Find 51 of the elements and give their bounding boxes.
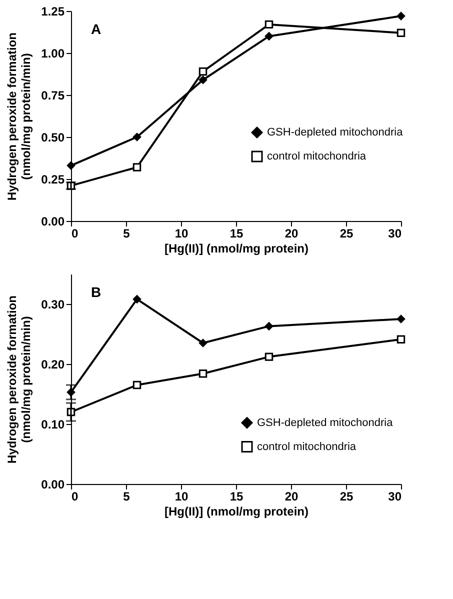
y-tick-label: 0.25 <box>41 172 65 186</box>
point <box>396 28 406 37</box>
point <box>396 314 406 324</box>
point <box>396 12 406 20</box>
y-tick-label: 0.30 <box>41 298 65 312</box>
x-tick-label: 30 <box>388 226 402 240</box>
x-tick-label: 15 <box>230 490 244 504</box>
x-tick-label: 0 <box>72 490 78 504</box>
legend-label: control mitochondria <box>257 440 357 453</box>
point <box>132 132 142 142</box>
point <box>198 338 208 348</box>
point <box>396 335 406 344</box>
x-tick-label: 5 <box>123 490 130 504</box>
y-tick-label: 0.10 <box>41 418 65 432</box>
x-tick-label: 25 <box>340 226 354 240</box>
x-tick-label: 10 <box>174 226 188 240</box>
x-tick-label: 15 <box>230 226 244 240</box>
point <box>132 295 142 304</box>
annotation: B <box>91 284 102 300</box>
legend-label: control mitochondria <box>267 150 367 162</box>
point <box>132 380 142 390</box>
x-axis-title: [Hg(II)] (nmol/mg protein) <box>164 504 308 518</box>
x-tick-label: 30 <box>388 490 402 504</box>
legend-label: GSH-depleted mitochondria <box>257 416 394 429</box>
point <box>198 67 208 76</box>
point <box>264 20 274 29</box>
y-tick-label: 0.00 <box>41 214 65 228</box>
x-tick-label: 0 <box>72 226 78 240</box>
point <box>198 369 208 378</box>
point <box>66 161 76 170</box>
y-tick-label: 0.20 <box>41 358 65 372</box>
y-axis-title: Hydrogen peroxide formation (nmol/mg protein/min) <box>5 32 34 201</box>
legend-label: GSH-depleted mitochondria <box>267 126 404 138</box>
x-tick-label: 20 <box>284 490 298 504</box>
point <box>132 163 142 172</box>
y-tick-label: 1.00 <box>41 46 65 60</box>
annotation: A <box>91 21 102 37</box>
y-axis-title: Hydrogen peroxide formation (nmol/mg protein/min) <box>5 295 34 464</box>
x-tick-label: 5 <box>123 226 130 240</box>
y-tick-label: 0.75 <box>41 88 65 102</box>
point <box>264 352 274 361</box>
point <box>264 32 274 40</box>
y-tick-label: 1.25 <box>41 4 65 18</box>
y-tick-label: 0.50 <box>41 130 65 144</box>
x-tick-label: 10 <box>174 490 188 504</box>
point <box>198 76 208 84</box>
x-axis-title: [Hg(II)] (nmol/mg protein) <box>164 242 308 256</box>
x-tick-label: 25 <box>340 490 354 504</box>
x-tick-label: 20 <box>284 226 298 240</box>
y-tick-label: 0.00 <box>41 478 65 492</box>
point <box>264 322 274 330</box>
